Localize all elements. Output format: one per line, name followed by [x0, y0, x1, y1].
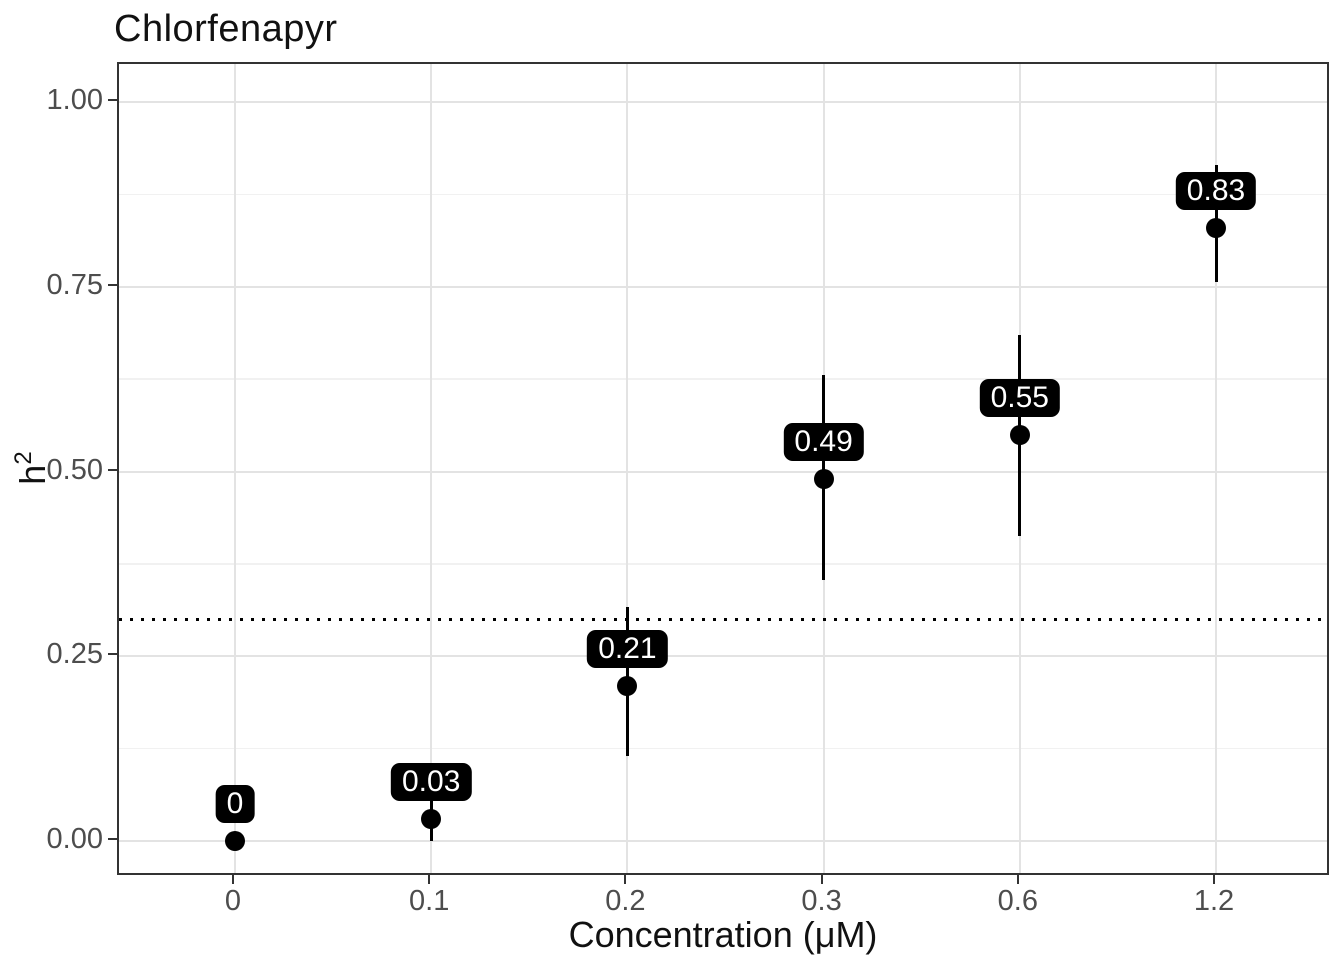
point-value-label: 0.83	[1175, 171, 1257, 210]
data-point	[813, 468, 834, 489]
y-tick-mark	[108, 468, 117, 471]
point-value-label: 0.21	[587, 629, 668, 668]
y-tick-mark	[108, 283, 117, 286]
gridline-major-horizontal	[119, 655, 1327, 658]
y-tick-mark	[108, 838, 117, 840]
x-tick-label: 0.3	[801, 885, 842, 917]
plot-title: Chlorfenapyr	[114, 8, 338, 50]
point-value-label: 0.55	[979, 378, 1060, 417]
gridline-major-vertical	[234, 64, 236, 873]
gridline-major-horizontal	[119, 470, 1327, 473]
y-tick-mark	[108, 653, 117, 656]
y-tick-label: 1.00	[46, 84, 103, 116]
y-tick-label: 0.75	[46, 268, 103, 301]
reference-dotted-line	[119, 617, 1327, 621]
gridline-major-vertical	[626, 64, 629, 873]
y-tick-label: 0.50	[46, 453, 103, 486]
data-point	[421, 808, 442, 829]
x-tick-mark	[1213, 875, 1215, 884]
x-tick-mark	[428, 875, 431, 884]
point-value-label: 0	[215, 785, 255, 823]
y-tick-mark	[108, 99, 117, 101]
gridline-major-vertical	[1215, 64, 1217, 873]
data-point	[1206, 217, 1226, 238]
gridline-major-horizontal	[119, 101, 1327, 103]
x-tick-label: 1.2	[1193, 885, 1235, 917]
y-tick-label: 0.25	[46, 638, 103, 671]
gridline-minor-horizontal	[119, 193, 1327, 196]
gridline-major-horizontal	[119, 285, 1327, 288]
x-tick-label: 0.2	[605, 885, 646, 917]
x-tick-label: 0.1	[409, 885, 450, 917]
x-tick-label: 0	[224, 885, 242, 917]
data-point	[1009, 424, 1030, 445]
point-value-label: 0.03	[390, 762, 472, 801]
point-value-label: 0.49	[783, 422, 864, 461]
gridline-minor-horizontal	[119, 747, 1327, 750]
x-tick-mark	[624, 875, 627, 884]
x-tick-mark	[1016, 875, 1019, 884]
gridline-minor-horizontal	[119, 378, 1327, 380]
data-point	[225, 831, 245, 851]
x-tick-mark	[232, 875, 234, 884]
x-axis-title: Concentration (μM)	[568, 914, 878, 955]
gridline-major-vertical	[430, 64, 433, 873]
x-tick-mark	[820, 875, 823, 884]
gridline-minor-horizontal	[119, 563, 1327, 565]
y-tick-label: 0.00	[46, 823, 103, 855]
plot-panel: 0 0.03 0.21 0.49 0.55 0.83	[117, 62, 1329, 875]
plot-panel-inner: 0 0.03 0.21 0.49 0.55 0.83	[119, 64, 1327, 873]
x-tick-label: 0.6	[997, 885, 1038, 917]
data-point	[617, 675, 638, 696]
gridline-major-horizontal	[119, 840, 1327, 842]
